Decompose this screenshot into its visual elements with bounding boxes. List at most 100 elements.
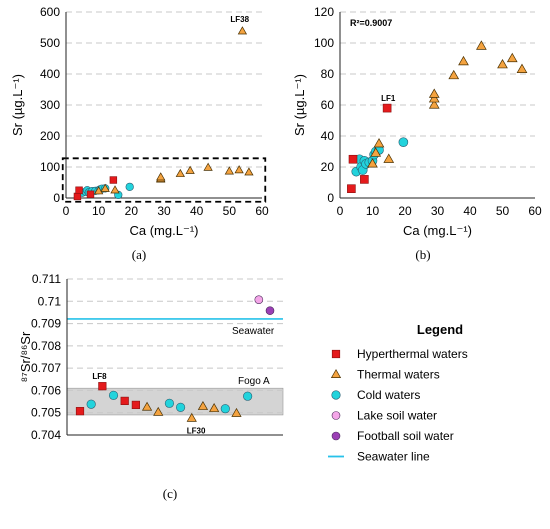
y-tick-label: 0.71 (38, 294, 62, 308)
legend-label: Thermal waters (357, 368, 440, 382)
x-tick-label: 50 (496, 204, 510, 218)
hyper-point (347, 184, 356, 193)
x-tick-label: 40 (463, 204, 477, 218)
y-tick-label: 500 (40, 36, 60, 50)
thermal-point (428, 88, 440, 98)
x-tick-label: 10 (92, 204, 106, 218)
hyper-point (382, 103, 392, 113)
annotation-lf30: LF30 (187, 426, 206, 435)
legend-swatch (331, 390, 341, 400)
hyper-point (131, 400, 140, 410)
panel-label-b: (b) (415, 247, 430, 262)
y-tick-label: 40 (321, 129, 335, 143)
y-tick-label: 200 (40, 129, 60, 143)
thermal-point (367, 158, 378, 168)
cold-point (176, 402, 186, 412)
y-tick-label: 400 (40, 67, 60, 81)
hyper-point (75, 407, 85, 416)
thermal-point (428, 99, 440, 109)
y-tick-label: 0 (53, 191, 60, 205)
hyper-point (75, 186, 83, 194)
thermal-point (224, 166, 234, 175)
legend-label: Football soil water (357, 429, 454, 443)
x-tick-label: 10 (366, 204, 380, 218)
cold-point (125, 182, 134, 191)
thermal-point (231, 407, 242, 417)
hyper-point (120, 396, 129, 406)
x-tick-label: 20 (398, 204, 412, 218)
y-tick-label: 100 (40, 160, 60, 174)
x-tick-label: 60 (528, 204, 542, 218)
x-tick-label: 40 (190, 204, 204, 218)
legend-item-thermal: Thermal waters (330, 368, 440, 382)
y-tick-label: 0 (327, 191, 334, 205)
thermal-point (234, 165, 244, 174)
legend-swatch (330, 369, 342, 378)
thermal-point (370, 147, 382, 157)
legend-swatch (331, 431, 341, 441)
y-tick-label: 600 (40, 5, 60, 19)
thermal-point (208, 403, 220, 412)
thermal-point (197, 401, 209, 410)
thermal-point (244, 167, 254, 176)
chart-c: 0.7040.7050.7060.7070.7080.7090.710.711 … (18, 272, 284, 501)
legend-swatch (331, 349, 341, 359)
y-tick-label: 0.709 (31, 317, 61, 331)
cold-point (86, 399, 96, 409)
seawater-label: Seawater (232, 326, 275, 337)
x-axis-label-a: Ca (mg.L⁻¹) (130, 223, 199, 238)
y-tick-label: 0.711 (32, 272, 61, 286)
thermal-point (373, 138, 385, 148)
y-tick-label: 0.704 (31, 428, 61, 442)
thermal-point (476, 40, 487, 50)
legend-item-lake: Lake soil water (331, 409, 437, 423)
y-axis-label-c: ⁸⁷Sr/⁸⁶Sr (18, 331, 33, 382)
y-axis-label-a: Sr (µg.L⁻¹) (10, 74, 25, 136)
fogo-a-label: Fogo A (238, 376, 270, 387)
hyper-point (360, 175, 369, 184)
x-tick-label: 50 (223, 204, 237, 218)
y-tick-label: 300 (40, 98, 60, 112)
y-tick-label: 80 (321, 67, 335, 81)
panel-label-a: (a) (132, 247, 146, 262)
annotation-lf1: LF1 (381, 94, 396, 103)
x-tick-label: 0 (337, 204, 344, 218)
thermal-point (156, 172, 166, 181)
legend-label: Lake soil water (357, 409, 437, 423)
legend-title: Legend (417, 322, 463, 337)
y-tick-label: 0.705 (31, 406, 61, 420)
thermal-point (203, 162, 213, 171)
cold-point (243, 391, 253, 401)
zoom-box (61, 157, 267, 203)
thermal-point (506, 52, 518, 63)
thermal-point (516, 63, 528, 73)
legend-item-seawater_line: Seawater line (328, 450, 430, 464)
legend-swatch (331, 411, 341, 420)
chart-a: 0 100 200 300 400 500 600 0 10 20 30 40 50 60 LF38 Ca… (10, 5, 269, 262)
hyper-point (98, 382, 107, 391)
legend-item-cold: Cold waters (331, 388, 420, 402)
legend-label: Seawater line (357, 450, 430, 464)
y-axis-label-b: Sr (µg.L⁻¹) (292, 74, 307, 136)
cold-point (164, 398, 174, 408)
r-squared-label: R²=0.9007 (350, 18, 392, 28)
cold-point (108, 390, 119, 400)
y-tick-label: 0.707 (31, 361, 61, 375)
thermal-point (237, 26, 248, 35)
y-tick-label: 0.708 (31, 339, 61, 353)
thermal-point (100, 183, 110, 192)
y-tick-label: 60 (321, 98, 335, 112)
hyper-point (348, 154, 358, 164)
legend: Legend Hyperthermal waters Thermal waters… (328, 322, 468, 464)
y-tick-label: 20 (321, 160, 335, 174)
thermal-point (175, 168, 185, 177)
thermal-point (428, 93, 440, 103)
thermal-point (185, 165, 195, 174)
thermal-point (458, 55, 469, 66)
legend-item-hyper: Hyperthermal waters (331, 347, 468, 361)
thermal-point (383, 153, 395, 163)
x-tick-label: 30 (157, 204, 171, 218)
y-tick-label: 120 (314, 5, 334, 19)
x-tick-label: 0 (63, 204, 70, 218)
